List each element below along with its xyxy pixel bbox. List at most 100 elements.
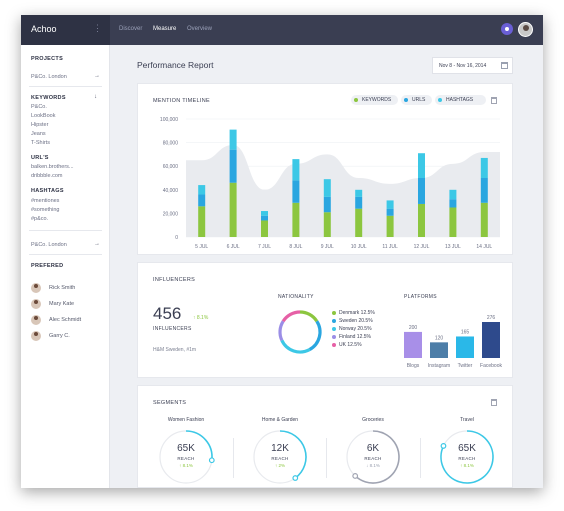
bar-segment-urls[interactable] bbox=[229, 149, 237, 183]
segment-2[interactable]: Groceries 6K REACH ↓ 8.1% bbox=[328, 386, 418, 484]
calendar-icon[interactable] bbox=[501, 62, 508, 69]
bar-segment-urls[interactable] bbox=[449, 199, 457, 208]
filter-urls[interactable]: URLS bbox=[401, 95, 432, 105]
bar-segment-urls[interactable] bbox=[480, 178, 488, 203]
bar-segment-hashtags[interactable] bbox=[480, 157, 488, 178]
ring-progress bbox=[279, 430, 307, 479]
arrow-right-icon[interactable]: → bbox=[94, 73, 100, 79]
hashtag-item[interactable]: #mentiones bbox=[31, 198, 60, 204]
ring-handle[interactable] bbox=[292, 475, 299, 481]
bar-segment-keywords[interactable] bbox=[355, 208, 363, 237]
projects-heading: PROJECTS bbox=[31, 56, 64, 62]
bar-segment-hashtags[interactable] bbox=[229, 129, 237, 150]
filter-hashtags[interactable]: HASHTAGS bbox=[435, 95, 486, 105]
nav-overview[interactable]: Overview bbox=[187, 26, 213, 32]
bar-segment-urls[interactable] bbox=[386, 208, 394, 216]
legend-label: Norway 20.5% bbox=[339, 326, 372, 332]
ring-handle[interactable] bbox=[208, 457, 215, 464]
segment-ring bbox=[440, 430, 494, 484]
platform-bar[interactable] bbox=[404, 331, 422, 358]
keywords-dot bbox=[354, 98, 358, 102]
keyword-item[interactable]: Jeans bbox=[31, 131, 46, 137]
delete-icon[interactable] bbox=[491, 97, 497, 104]
sidebar-project-1[interactable]: P&Co. London bbox=[31, 74, 67, 80]
ring-progress bbox=[354, 430, 400, 484]
bar-segment-hashtags[interactable] bbox=[292, 159, 300, 181]
keyword-item[interactable]: T-Shirts bbox=[31, 140, 50, 146]
bar-segment-hashtags[interactable] bbox=[449, 189, 457, 200]
top-bar: Achoo ⋮ Discover Measure Overview bbox=[21, 15, 543, 45]
bar-segment-hashtags[interactable] bbox=[355, 189, 363, 197]
bar-segment-keywords[interactable] bbox=[449, 207, 457, 238]
avatar bbox=[31, 283, 41, 293]
bar-segment-hashtags[interactable] bbox=[418, 153, 425, 178]
donut-slice[interactable] bbox=[308, 320, 322, 351]
url-item[interactable]: balken.brothers... bbox=[31, 164, 74, 170]
segment-delta: ↓ 8.1% bbox=[366, 463, 380, 468]
arrow-down-icon[interactable]: ↓ bbox=[94, 94, 97, 100]
bar-segment-hashtags[interactable] bbox=[323, 179, 331, 197]
legend-dot bbox=[332, 311, 336, 315]
segment-name: Travel bbox=[460, 417, 474, 423]
filter-keywords[interactable]: KEYWORDS bbox=[351, 95, 398, 105]
donut-slice[interactable] bbox=[280, 339, 311, 354]
delete-icon[interactable] bbox=[491, 399, 497, 406]
bar-segment-keywords[interactable] bbox=[323, 212, 331, 237]
platform-bar[interactable] bbox=[456, 336, 474, 358]
influencers-note: H&M Sweden, #1m bbox=[153, 347, 197, 353]
x-tick-label: 6 JUL bbox=[227, 244, 240, 250]
bar-segment-hashtags[interactable] bbox=[386, 200, 394, 209]
bar-segment-urls[interactable] bbox=[198, 194, 206, 207]
person-name: Garry C. bbox=[49, 333, 70, 339]
segment-1[interactable]: Home & Garden 12K REACH ↑ 2% bbox=[235, 386, 325, 484]
x-tick-label: 12 JUL bbox=[414, 244, 430, 250]
ring-handle[interactable] bbox=[440, 443, 447, 449]
donut-slice[interactable] bbox=[278, 320, 285, 342]
timeline-chart: 100,000 80,000 60,000 40,000 20,000 0 5 JUL 6 J… bbox=[160, 117, 500, 250]
notifications-icon[interactable] bbox=[501, 23, 513, 35]
avatar bbox=[31, 315, 41, 325]
platform-bar[interactable] bbox=[430, 342, 448, 358]
hashtag-item[interactable]: #p&co. bbox=[31, 216, 49, 222]
bar-segment-keywords[interactable] bbox=[261, 220, 268, 237]
keyword-item[interactable]: Hipster bbox=[31, 122, 49, 128]
bar-segment-urls[interactable] bbox=[261, 215, 268, 221]
bar-segment-keywords[interactable] bbox=[480, 202, 488, 237]
arrow-right-icon[interactable]: → bbox=[94, 241, 100, 247]
nav-discover[interactable]: Discover bbox=[119, 26, 143, 32]
hashtag-item[interactable]: #something bbox=[31, 207, 60, 213]
bar-segment-keywords[interactable] bbox=[418, 203, 425, 237]
bar-segment-keywords[interactable] bbox=[229, 182, 237, 237]
segment-0[interactable]: Women Fashion 65K REACH ↑ 8.1% bbox=[141, 386, 231, 484]
divider bbox=[29, 230, 102, 231]
keyword-item[interactable]: LookBook bbox=[31, 113, 56, 119]
segment-3[interactable]: Travel 65K REACH ↑ 8.1% bbox=[422, 386, 512, 484]
segment-reach-label: REACH bbox=[364, 456, 382, 461]
platforms-title: PLATFORMS bbox=[404, 294, 437, 300]
bar-segment-urls[interactable] bbox=[323, 196, 331, 213]
nav-measure[interactable]: Measure bbox=[153, 26, 177, 32]
menu-kebab-icon[interactable]: ⋮ bbox=[93, 23, 102, 33]
platform-bar[interactable] bbox=[482, 322, 500, 358]
sidebar-project-2[interactable]: P&Co. London bbox=[31, 242, 67, 248]
donut-slice[interactable] bbox=[281, 310, 301, 323]
ring-handle[interactable] bbox=[352, 473, 359, 479]
brand-logo[interactable]: Achoo bbox=[31, 24, 57, 34]
user-avatar[interactable] bbox=[518, 22, 533, 37]
bar-segment-keywords[interactable] bbox=[292, 202, 300, 237]
platform-value-label: 276 bbox=[487, 315, 496, 321]
segments-title: SEGMENTS bbox=[153, 400, 187, 406]
bar-segment-urls[interactable] bbox=[418, 178, 425, 204]
bar-segment-hashtags[interactable] bbox=[198, 185, 206, 195]
x-tick-label: 14 JUL bbox=[476, 244, 492, 250]
keyword-item[interactable]: P&Co. bbox=[31, 104, 47, 110]
bar-segment-keywords[interactable] bbox=[386, 215, 394, 237]
bar-segment-hashtags[interactable] bbox=[261, 211, 268, 216]
y-tick-label: 20,000 bbox=[163, 211, 179, 217]
url-item[interactable]: dribbble.com bbox=[31, 173, 63, 179]
bar-segment-urls[interactable] bbox=[355, 196, 363, 209]
bar-segment-urls[interactable] bbox=[292, 180, 300, 203]
donut-slice[interactable] bbox=[299, 310, 319, 323]
bar-segment-keywords[interactable] bbox=[198, 206, 206, 237]
date-range-picker[interactable]: Nov 8 - Nov 16, 2014 bbox=[432, 57, 513, 74]
